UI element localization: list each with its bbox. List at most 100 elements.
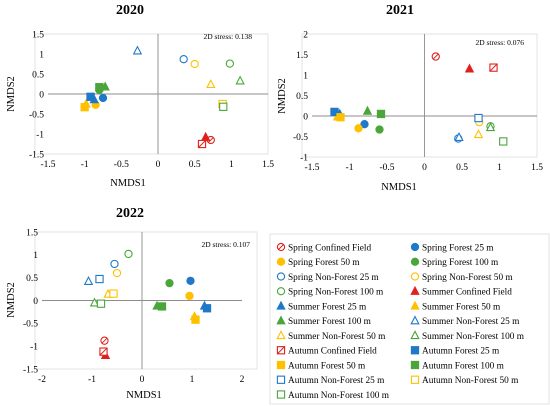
y-tick-label-2020: 0.5 — [32, 70, 44, 80]
y-tick-label-2020: -1.5 — [29, 150, 44, 160]
x-axis-label-2022: NMDS1 — [126, 390, 162, 401]
legend-marker-sprF50 — [276, 257, 286, 266]
y-tick-label-2020: -0.5 — [29, 110, 44, 120]
x-tick-label-2021: 1.5 — [531, 163, 543, 173]
x-tick-label-2020: 0.5 — [189, 160, 201, 170]
legend-label-autF50: Autumn Forest 50 m — [288, 361, 366, 371]
y-tick-label-2022: 1 — [33, 251, 38, 261]
point-2022-sprN25 — [110, 259, 119, 269]
point-2022-autCF-cross — [99, 347, 108, 356]
point-2020-autF100 — [95, 83, 104, 92]
legend-marker-autF25 — [410, 346, 420, 355]
title-2020: 2020 — [116, 3, 144, 18]
legend-marker-autN100 — [276, 390, 286, 399]
point-2021-sprF25 — [360, 120, 369, 129]
legend-label-sumF50: Summer Forest 50 m — [422, 302, 501, 312]
y-tick-label-2021: 0 — [303, 112, 308, 122]
legend-marker-autF100 — [410, 360, 420, 370]
point-2021-autCF-cross — [489, 63, 498, 72]
x-tick-label-2022: 0 — [140, 375, 145, 385]
title-2022: 2022 — [116, 206, 144, 221]
point-2020-sumN50 — [206, 79, 216, 89]
legend-label-sprF100: Spring Forest 100 m — [422, 258, 499, 268]
point-2021-autN100 — [499, 137, 508, 146]
x-axis-label-2021: NMDS1 — [381, 182, 417, 193]
y-tick-label-2022: -0.5 — [23, 320, 38, 330]
legend-marker-sumF25 — [276, 300, 286, 310]
legend-marker-autCF-cross — [277, 346, 285, 355]
legend-label-autCF: Autumn Confined Field — [288, 346, 377, 357]
legend-label-autF100: Autumn Forest 100 m — [422, 361, 505, 371]
legend-marker-sumF100 — [276, 315, 286, 325]
legend-marker-sprF100 — [410, 257, 420, 266]
legend-marker-sumCF — [410, 285, 420, 295]
legend-label-sprF25: Spring Forest 25 m — [422, 243, 494, 253]
panel-2020: 2020 2D stress: 0.138 NMDS1 NMDS2 -1.5 -1… — [6, 3, 274, 189]
point-2021-sprF50 — [354, 124, 363, 133]
y-tick-label-2022: -1.5 — [23, 365, 38, 375]
point-2021-sumN100 — [485, 122, 496, 132]
point-2020-autN100 — [219, 102, 228, 111]
legend-label-autN25: Autumn Non-Forest 25 m — [288, 376, 385, 386]
point-2020-sprN25 — [179, 55, 188, 64]
plot-frame-2021 — [301, 33, 538, 158]
point-2020-autF25 — [86, 92, 95, 101]
point-2022-autF50 — [191, 315, 200, 324]
x-tick-label-2020: 0 — [156, 160, 161, 170]
x-tick-label-2021: -1.5 — [304, 163, 319, 173]
x-tick-label-2020: -1.5 — [40, 160, 55, 170]
y-tick-label-2020: 0 — [39, 90, 44, 100]
point-2021-sumCF — [464, 63, 475, 73]
legend-label-sprF50: Spring Forest 50 m — [288, 258, 360, 268]
point-2020-autCF-cross — [198, 140, 206, 148]
x-tick-label-2021: 0 — [422, 163, 427, 173]
point-2021-sumN25 — [454, 131, 464, 141]
legend-marker-sumN50 — [276, 330, 286, 340]
y-tick-label-2021: -1 — [300, 153, 308, 163]
legend-marker-sumN25 — [410, 315, 420, 325]
point-2020-sprN100 — [225, 59, 235, 68]
legend-label-autF25: Autumn Forest 25 m — [422, 347, 500, 357]
point-2020-sumN25 — [132, 45, 143, 55]
point-2021-autF50 — [336, 113, 345, 122]
x-tick-label-2020: 1.5 — [262, 160, 274, 170]
point-2022-sprF50 — [185, 291, 194, 301]
legend-marker-sprF25 — [410, 242, 420, 252]
panel-2022: 2022 2D stress: 0.107 NMDS1 NMDS2 -2 -1 0 1… — [6, 206, 258, 401]
legend-label-sprN100: Spring Non-Forest 100 m — [288, 288, 384, 298]
stress-2021: 2D stress: 0.076 — [475, 38, 524, 47]
point-2022-sprN50 — [112, 268, 122, 278]
legend-label-autN50: Autumn Non-Forest 50 m — [422, 376, 519, 386]
point-2022-sumN100 — [89, 297, 100, 307]
legend-marker-sprN25 — [276, 272, 286, 281]
point-2020-autF50 — [80, 103, 89, 112]
x-tick-label-2022: 1 — [190, 375, 195, 385]
y-axis-label-2021: NMDS2 — [277, 78, 288, 114]
legend-label-sprCF: Spring Confined Field — [288, 242, 372, 253]
x-tick-label-2022: 2 — [240, 375, 245, 385]
legend-label-sumN50: Summer Non-Forest 50 m — [288, 332, 386, 342]
point-2022-sprCF-cross — [101, 337, 108, 344]
legend-label-sumF25: Summer Forest 25 m — [288, 302, 367, 312]
point-2021-autN25 — [474, 113, 483, 123]
y-tick-label-2022: -1 — [30, 342, 38, 352]
legend-label-autN100: Autumn Non-Forest 100 m — [288, 391, 390, 401]
point-2020-sprN50 — [190, 59, 199, 69]
legend-label-sumCF: Summer Confined Field — [422, 287, 512, 298]
y-tick-label-2021: 1.5 — [296, 51, 308, 61]
y-tick-label-2021: 2 — [303, 30, 308, 40]
point-2021-autF25 — [330, 107, 339, 117]
y-tick-label-2022: 1.5 — [26, 228, 38, 238]
x-tick-label-2020: -0.5 — [114, 160, 129, 170]
point-2022-sprF25 — [186, 276, 195, 286]
point-2022-sprF100 — [165, 278, 174, 288]
legend-label-sumN100: Summer Non-Forest 100 m — [422, 332, 525, 342]
x-tick-label-2020: -1 — [81, 160, 89, 170]
point-2022-sumN25 — [83, 275, 94, 285]
y-tick-label-2022: 0.5 — [26, 274, 38, 284]
stress-2020: 2D stress: 0.138 — [203, 32, 252, 41]
legend-marker-sprN50 — [410, 272, 420, 281]
point-2020-sprF25 — [98, 93, 108, 103]
legend-marker-sprCF-cross — [278, 244, 284, 250]
